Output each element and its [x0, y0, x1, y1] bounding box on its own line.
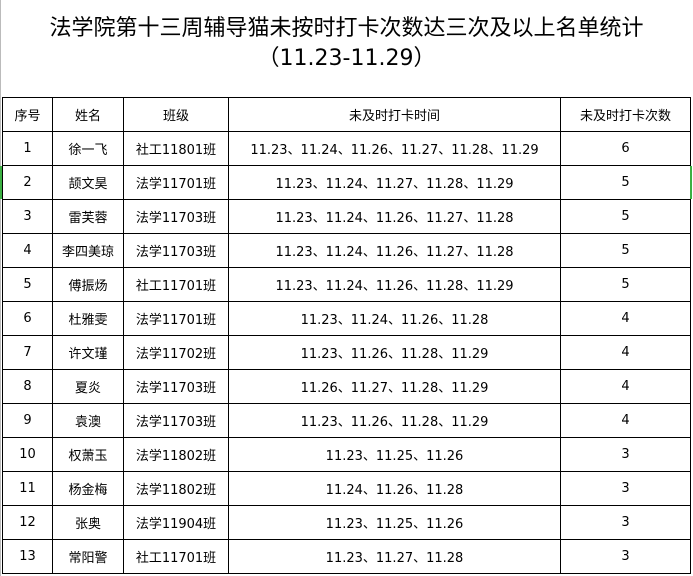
cell-dates[interactable]: 11.23、11.25、11.26	[228, 437, 561, 472]
cell-name[interactable]: 杜雅雯	[52, 301, 124, 336]
cell-name[interactable]: 杨金梅	[52, 471, 124, 506]
cell-index[interactable]: 3	[2, 199, 53, 234]
cell-class[interactable]: 法学11702班	[123, 335, 229, 370]
table-row: 11 杨金梅 法学11802班 11.24、11.26、11.28 3	[2, 471, 691, 506]
cell-class[interactable]: 法学11703班	[123, 369, 229, 404]
cell-count[interactable]: 3	[560, 437, 691, 472]
header-row: 序号 姓名 班级 未及时打卡时间 未及时打卡次数	[2, 97, 691, 132]
cell-name[interactable]: 许文瑾	[52, 335, 124, 370]
cell-dates[interactable]: 11.23、11.24、11.26、11.27、11.28、11.29	[228, 131, 561, 166]
cell-dates[interactable]: 11.23、11.24、11.26、11.28、11.29	[228, 267, 561, 302]
cell-class[interactable]: 法学11701班	[123, 165, 229, 200]
table-row: 12 张奥 法学11904班 11.23、11.25、11.26 3	[2, 505, 691, 540]
cell-class[interactable]: 法学11703班	[123, 233, 229, 268]
cell-name[interactable]: 夏炎	[52, 369, 124, 404]
cell-count[interactable]: 3	[560, 505, 691, 540]
cell-class[interactable]: 法学11701班	[123, 301, 229, 336]
table-row: 1 徐一飞 社工11801班 11.23、11.24、11.26、11.27、11.2…	[2, 131, 691, 166]
cell-index[interactable]: 10	[2, 437, 53, 472]
header-index[interactable]: 序号	[2, 97, 53, 132]
cell-dates[interactable]: 11.23、11.24、11.26、11.28	[228, 301, 561, 336]
cell-class[interactable]: 社工11801班	[123, 131, 229, 166]
cell-class[interactable]: 法学11802班	[123, 471, 229, 506]
table-row: 2 颉文昊 法学11701班 11.23、11.24、11.27、11.28、11.2…	[2, 165, 691, 200]
cell-count[interactable]: 5	[560, 267, 691, 302]
cell-dates[interactable]: 11.23、11.24、11.27、11.28、11.29	[228, 165, 561, 200]
cell-index[interactable]: 12	[2, 505, 53, 540]
cell-count[interactable]: 4	[560, 369, 691, 404]
sheet-left-edge	[0, 0, 1, 576]
cell-index[interactable]: 2	[2, 165, 53, 200]
cell-name[interactable]: 颉文昊	[52, 165, 124, 200]
cell-count[interactable]: 3	[560, 471, 691, 506]
cell-count[interactable]: 6	[560, 131, 691, 166]
cell-dates[interactable]: 11.24、11.26、11.28	[228, 471, 561, 506]
cell-name[interactable]: 权萧玉	[52, 437, 124, 472]
cell-name[interactable]: 李四美琼	[52, 233, 124, 268]
sheet-title: 法学院第十三周辅导猫未按时打卡次数达三次及以上名单统计 （11.23-11.29…	[0, 14, 693, 74]
cell-index[interactable]: 11	[2, 471, 53, 506]
cell-index[interactable]: 4	[2, 233, 53, 268]
table-row: 13 常阳警 社工11701班 11.23、11.27、11.28 3	[2, 539, 691, 574]
cell-count[interactable]: 5	[560, 199, 691, 234]
roster-table: 序号 姓名 班级 未及时打卡时间 未及时打卡次数 1 徐一飞 社工11801班 11.23、11…	[2, 97, 691, 574]
table-row: 4 李四美琼 法学11703班 11.23、11.24、11.26、11.27、11.…	[2, 233, 691, 268]
cell-class[interactable]: 法学11802班	[123, 437, 229, 472]
cell-dates[interactable]: 11.23、11.24、11.26、11.27、11.28	[228, 233, 561, 268]
cell-index[interactable]: 9	[2, 403, 53, 438]
table-row: 10 权萧玉 法学11802班 11.23、11.25、11.26 3	[2, 437, 691, 472]
cell-class[interactable]: 社工11701班	[123, 539, 229, 574]
title-line-1: 法学院第十三周辅导猫未按时打卡次数达三次及以上名单统计	[49, 16, 644, 41]
cell-index[interactable]: 13	[2, 539, 53, 574]
cell-name[interactable]: 傅振炀	[52, 267, 124, 302]
cell-count[interactable]: 3	[560, 539, 691, 574]
cell-name[interactable]: 张奥	[52, 505, 124, 540]
cell-count[interactable]: 4	[560, 335, 691, 370]
cell-name[interactable]: 常阳警	[52, 539, 124, 574]
cell-index[interactable]: 7	[2, 335, 53, 370]
cell-dates[interactable]: 11.23、11.27、11.28	[228, 539, 561, 574]
cell-class[interactable]: 法学11703班	[123, 403, 229, 438]
header-class[interactable]: 班级	[123, 97, 229, 132]
cell-dates[interactable]: 11.23、11.25、11.26	[228, 505, 561, 540]
cell-count[interactable]: 4	[560, 301, 691, 336]
selection-marker-right	[690, 166, 692, 199]
cell-dates[interactable]: 11.23、11.24、11.26、11.27、11.28	[228, 199, 561, 234]
cell-index[interactable]: 6	[2, 301, 53, 336]
table-row: 5 傅振炀 社工11701班 11.23、11.24、11.26、11.28、11.2…	[2, 267, 691, 302]
cell-dates[interactable]: 11.23、11.26、11.28、11.29	[228, 335, 561, 370]
cell-dates[interactable]: 11.23、11.26、11.28、11.29	[228, 403, 561, 438]
cell-index[interactable]: 5	[2, 267, 53, 302]
table-row: 6 杜雅雯 法学11701班 11.23、11.24、11.26、11.28 4	[2, 301, 691, 336]
cell-count[interactable]: 4	[560, 403, 691, 438]
cell-dates[interactable]: 11.26、11.27、11.28、11.29	[228, 369, 561, 404]
cell-count[interactable]: 5	[560, 165, 691, 200]
selection-marker-left	[0, 166, 2, 199]
cell-class[interactable]: 法学11904班	[123, 505, 229, 540]
table-row: 8 夏炎 法学11703班 11.26、11.27、11.28、11.29 4	[2, 369, 691, 404]
table-row: 7 许文瑾 法学11702班 11.23、11.26、11.28、11.29 4	[2, 335, 691, 370]
cell-class[interactable]: 社工11701班	[123, 267, 229, 302]
cell-index[interactable]: 1	[2, 131, 53, 166]
cell-class[interactable]: 法学11703班	[123, 199, 229, 234]
cell-index[interactable]: 8	[2, 369, 53, 404]
table-row: 3 雷芙蓉 法学11703班 11.23、11.24、11.26、11.27、11.2…	[2, 199, 691, 234]
cell-name[interactable]: 袁澳	[52, 403, 124, 438]
header-name[interactable]: 姓名	[52, 97, 124, 132]
cell-name[interactable]: 徐一飞	[52, 131, 124, 166]
cell-name[interactable]: 雷芙蓉	[52, 199, 124, 234]
header-count[interactable]: 未及时打卡次数	[560, 97, 691, 132]
title-line-2: （11.23-11.29）	[257, 46, 436, 71]
header-dates[interactable]: 未及时打卡时间	[228, 97, 561, 132]
table-row: 9 袁澳 法学11703班 11.23、11.26、11.28、11.29 4	[2, 403, 691, 438]
cell-count[interactable]: 5	[560, 233, 691, 268]
